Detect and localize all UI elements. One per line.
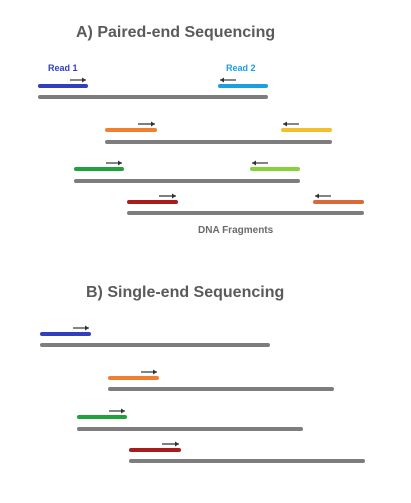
dna-fragments-caption: DNA Fragments	[198, 225, 274, 236]
single-read-arrow-3	[109, 408, 125, 414]
paired-read2-arrow-4	[315, 193, 331, 199]
paired-read1-arrow-4	[159, 193, 176, 199]
single-read-arrow-4	[162, 441, 179, 447]
paired-read2-arrow-2	[283, 121, 299, 127]
single-read-arrow-2	[141, 369, 157, 375]
paired-read1-arrow-1	[70, 77, 86, 83]
read2-label: Read 2	[226, 63, 256, 73]
paired-read2-arrow-1	[220, 77, 236, 83]
paired-end-title: A) Paired-end Sequencing	[76, 24, 276, 41]
read1-label: Read 1	[48, 63, 78, 73]
single-end-title: B) Single-end Sequencing	[86, 284, 285, 301]
paired-read1-arrow-2	[138, 121, 155, 127]
single-read-arrow-1	[73, 325, 89, 331]
paired-read1-arrow-3	[106, 160, 122, 166]
paired-read2-arrow-3	[252, 160, 268, 166]
